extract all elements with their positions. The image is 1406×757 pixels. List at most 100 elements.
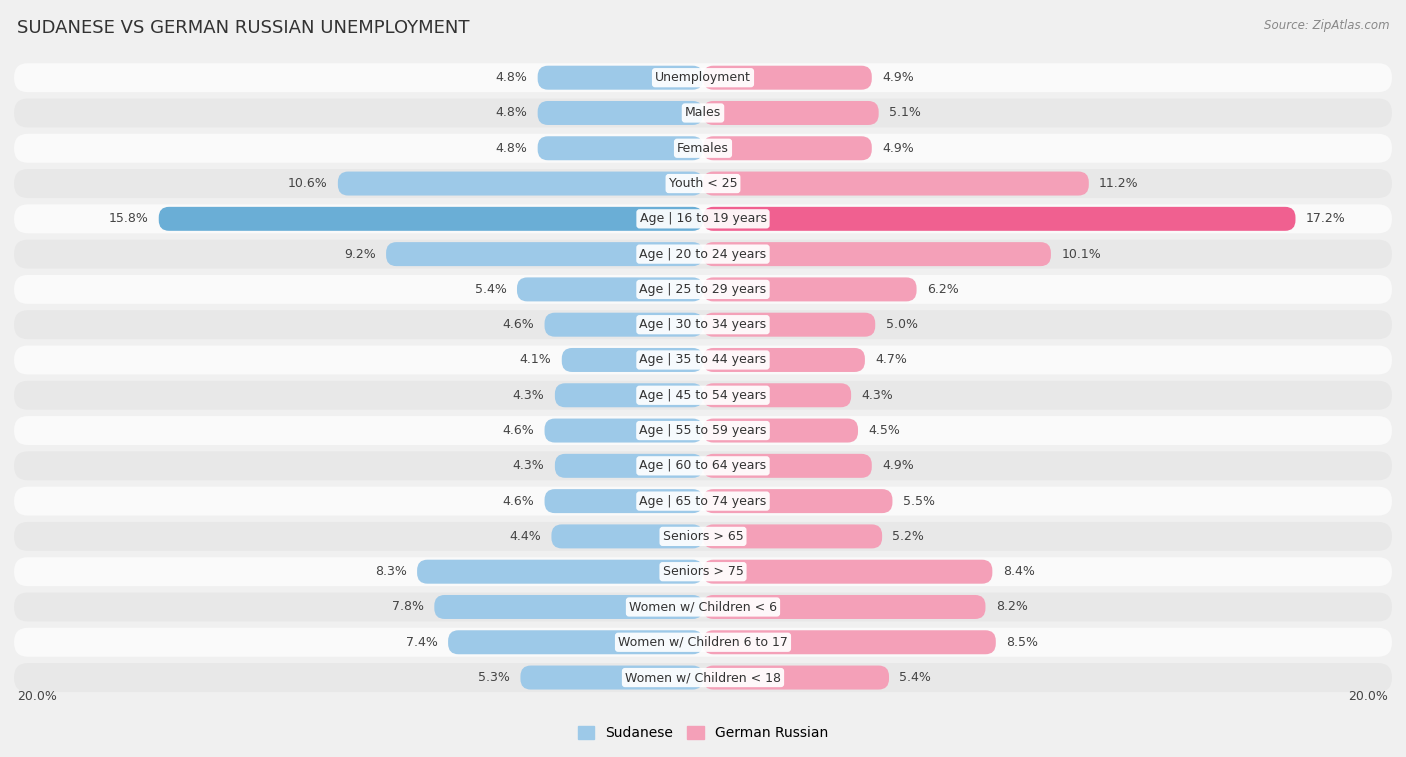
FancyBboxPatch shape bbox=[517, 277, 703, 301]
Text: Females: Females bbox=[678, 142, 728, 154]
FancyBboxPatch shape bbox=[544, 313, 703, 337]
FancyBboxPatch shape bbox=[703, 559, 993, 584]
Text: Age | 35 to 44 years: Age | 35 to 44 years bbox=[640, 354, 766, 366]
FancyBboxPatch shape bbox=[14, 240, 1392, 269]
FancyBboxPatch shape bbox=[703, 631, 995, 654]
Text: Age | 16 to 19 years: Age | 16 to 19 years bbox=[640, 212, 766, 226]
Text: Age | 20 to 24 years: Age | 20 to 24 years bbox=[640, 248, 766, 260]
FancyBboxPatch shape bbox=[14, 663, 1392, 692]
Text: 7.8%: 7.8% bbox=[392, 600, 425, 613]
FancyBboxPatch shape bbox=[337, 172, 703, 195]
FancyBboxPatch shape bbox=[544, 489, 703, 513]
Text: 4.6%: 4.6% bbox=[502, 424, 534, 437]
FancyBboxPatch shape bbox=[703, 454, 872, 478]
FancyBboxPatch shape bbox=[14, 593, 1392, 621]
Text: 4.8%: 4.8% bbox=[495, 71, 527, 84]
FancyBboxPatch shape bbox=[703, 277, 917, 301]
Text: 5.0%: 5.0% bbox=[886, 318, 918, 332]
FancyBboxPatch shape bbox=[703, 383, 851, 407]
Text: 5.4%: 5.4% bbox=[475, 283, 506, 296]
Text: 15.8%: 15.8% bbox=[108, 212, 149, 226]
Text: 9.2%: 9.2% bbox=[344, 248, 375, 260]
Text: 8.2%: 8.2% bbox=[995, 600, 1028, 613]
FancyBboxPatch shape bbox=[14, 310, 1392, 339]
FancyBboxPatch shape bbox=[703, 172, 1088, 195]
FancyBboxPatch shape bbox=[418, 559, 703, 584]
FancyBboxPatch shape bbox=[537, 136, 703, 160]
FancyBboxPatch shape bbox=[387, 242, 703, 266]
Text: Seniors > 75: Seniors > 75 bbox=[662, 565, 744, 578]
Text: 11.2%: 11.2% bbox=[1099, 177, 1139, 190]
FancyBboxPatch shape bbox=[159, 207, 703, 231]
FancyBboxPatch shape bbox=[703, 665, 889, 690]
Text: Source: ZipAtlas.com: Source: ZipAtlas.com bbox=[1264, 19, 1389, 32]
FancyBboxPatch shape bbox=[703, 242, 1050, 266]
Text: SUDANESE VS GERMAN RUSSIAN UNEMPLOYMENT: SUDANESE VS GERMAN RUSSIAN UNEMPLOYMENT bbox=[17, 19, 470, 37]
FancyBboxPatch shape bbox=[703, 207, 1295, 231]
FancyBboxPatch shape bbox=[14, 451, 1392, 480]
Text: 4.4%: 4.4% bbox=[509, 530, 541, 543]
Text: 5.2%: 5.2% bbox=[893, 530, 924, 543]
Text: 5.4%: 5.4% bbox=[900, 671, 931, 684]
Text: 4.8%: 4.8% bbox=[495, 142, 527, 154]
Text: Women w/ Children < 6: Women w/ Children < 6 bbox=[628, 600, 778, 613]
FancyBboxPatch shape bbox=[562, 348, 703, 372]
FancyBboxPatch shape bbox=[14, 522, 1392, 551]
Text: 20.0%: 20.0% bbox=[17, 690, 58, 703]
FancyBboxPatch shape bbox=[434, 595, 703, 619]
FancyBboxPatch shape bbox=[14, 487, 1392, 516]
FancyBboxPatch shape bbox=[14, 275, 1392, 304]
FancyBboxPatch shape bbox=[555, 454, 703, 478]
FancyBboxPatch shape bbox=[537, 101, 703, 125]
FancyBboxPatch shape bbox=[520, 665, 703, 690]
Text: 5.3%: 5.3% bbox=[478, 671, 510, 684]
FancyBboxPatch shape bbox=[703, 136, 872, 160]
Text: 5.5%: 5.5% bbox=[903, 494, 935, 508]
Text: 4.9%: 4.9% bbox=[882, 71, 914, 84]
Text: Age | 30 to 34 years: Age | 30 to 34 years bbox=[640, 318, 766, 332]
Text: 4.3%: 4.3% bbox=[513, 459, 544, 472]
FancyBboxPatch shape bbox=[14, 381, 1392, 410]
Text: 4.9%: 4.9% bbox=[882, 142, 914, 154]
Text: 4.8%: 4.8% bbox=[495, 107, 527, 120]
FancyBboxPatch shape bbox=[14, 416, 1392, 445]
FancyBboxPatch shape bbox=[703, 525, 882, 548]
Text: Seniors > 65: Seniors > 65 bbox=[662, 530, 744, 543]
Text: 5.1%: 5.1% bbox=[889, 107, 921, 120]
FancyBboxPatch shape bbox=[14, 64, 1392, 92]
FancyBboxPatch shape bbox=[703, 66, 872, 89]
FancyBboxPatch shape bbox=[14, 98, 1392, 127]
Text: Males: Males bbox=[685, 107, 721, 120]
Text: 17.2%: 17.2% bbox=[1306, 212, 1346, 226]
FancyBboxPatch shape bbox=[14, 557, 1392, 586]
Text: 20.0%: 20.0% bbox=[1348, 690, 1389, 703]
Text: Age | 25 to 29 years: Age | 25 to 29 years bbox=[640, 283, 766, 296]
Text: 4.3%: 4.3% bbox=[513, 389, 544, 402]
Text: 4.6%: 4.6% bbox=[502, 494, 534, 508]
Text: Age | 65 to 74 years: Age | 65 to 74 years bbox=[640, 494, 766, 508]
FancyBboxPatch shape bbox=[14, 345, 1392, 375]
Text: 4.1%: 4.1% bbox=[520, 354, 551, 366]
Text: 6.2%: 6.2% bbox=[927, 283, 959, 296]
Text: 4.6%: 4.6% bbox=[502, 318, 534, 332]
Text: 10.1%: 10.1% bbox=[1062, 248, 1101, 260]
FancyBboxPatch shape bbox=[703, 348, 865, 372]
FancyBboxPatch shape bbox=[703, 595, 986, 619]
Text: Age | 55 to 59 years: Age | 55 to 59 years bbox=[640, 424, 766, 437]
Text: 4.9%: 4.9% bbox=[882, 459, 914, 472]
FancyBboxPatch shape bbox=[703, 419, 858, 443]
Text: 8.5%: 8.5% bbox=[1007, 636, 1038, 649]
FancyBboxPatch shape bbox=[703, 313, 875, 337]
Text: 8.3%: 8.3% bbox=[375, 565, 406, 578]
Legend: Sudanese, German Russian: Sudanese, German Russian bbox=[572, 721, 834, 746]
Text: Women w/ Children < 18: Women w/ Children < 18 bbox=[626, 671, 780, 684]
FancyBboxPatch shape bbox=[703, 489, 893, 513]
Text: 7.4%: 7.4% bbox=[406, 636, 437, 649]
Text: 8.4%: 8.4% bbox=[1002, 565, 1035, 578]
FancyBboxPatch shape bbox=[537, 66, 703, 89]
Text: Youth < 25: Youth < 25 bbox=[669, 177, 737, 190]
FancyBboxPatch shape bbox=[544, 419, 703, 443]
FancyBboxPatch shape bbox=[449, 631, 703, 654]
FancyBboxPatch shape bbox=[14, 169, 1392, 198]
FancyBboxPatch shape bbox=[14, 134, 1392, 163]
